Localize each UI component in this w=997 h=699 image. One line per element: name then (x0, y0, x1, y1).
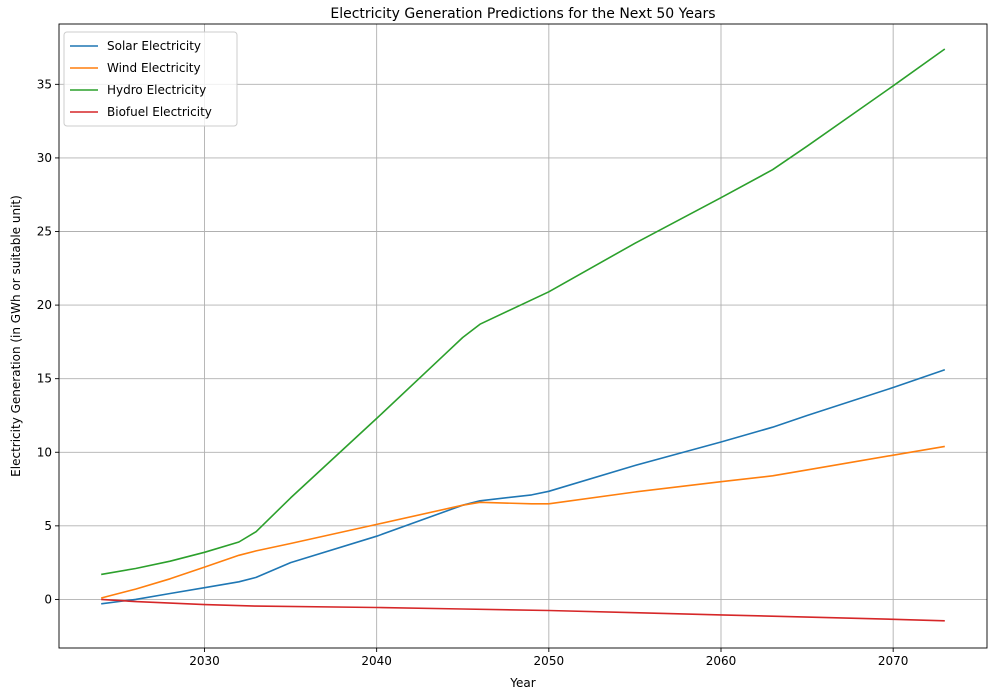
y-tick-label: 5 (44, 519, 52, 533)
y-tick-label: 15 (37, 372, 52, 386)
plot-area (100, 48, 946, 622)
x-axis-label: Year (509, 676, 535, 690)
y-tick-label: 20 (37, 298, 52, 312)
y-tick-label: 10 (37, 445, 52, 459)
y-tick-label: 25 (37, 225, 52, 239)
legend-entry: Wind Electricity (107, 61, 201, 75)
x-tick-label: 2040 (361, 654, 392, 668)
x-tick-label: 2030 (189, 654, 220, 668)
x-tick-label: 2070 (878, 654, 909, 668)
grid-lines (59, 24, 987, 648)
series-line-wind-electricity (100, 445, 945, 599)
series-line-biofuel-electricity (101, 598, 945, 622)
y-axis-label: Electricity Generation (in GWh or suitab… (9, 195, 23, 477)
series-line-hydro-electricity (101, 48, 946, 576)
legend: Solar Electricity Wind Electricity Hydro E… (63, 31, 238, 127)
legend-entry: Solar Electricity (107, 39, 201, 53)
legend-entry: Biofuel Electricity (107, 105, 212, 119)
chart-title: Electricity Generation Predictions for t… (330, 6, 715, 22)
y-tick-label: 30 (37, 151, 52, 165)
legend-entry: Hydro Electricity (107, 83, 206, 97)
x-tick-label: 2060 (706, 654, 737, 668)
plot-frame (58, 23, 988, 649)
series-line-solar-electricity (101, 369, 946, 605)
y-tick-label: 35 (37, 77, 52, 91)
y-tick-label: 0 (44, 592, 52, 606)
x-tick-label: 2050 (534, 654, 565, 668)
legend-box (63, 31, 238, 127)
axis-ticks: 2030 2040 2050 2060 2070 0 5 10 15 20 25 30 35 (37, 77, 909, 668)
